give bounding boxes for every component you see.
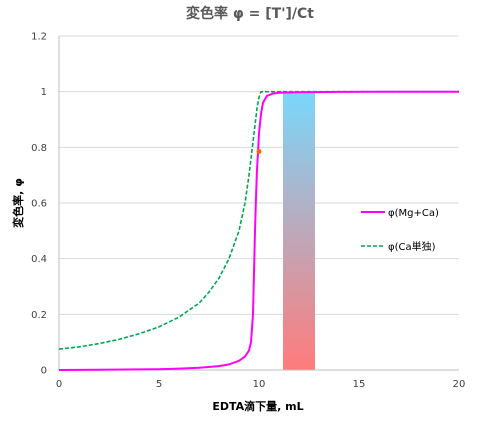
legend: φ(Mg+Ca) φ(Ca単独) (361, 208, 439, 253)
y-tick-label: 0.8 (31, 143, 47, 154)
tick-labels: 0 0.2 0.4 0.6 0.8 1 1.2 0 5 10 15 20 (31, 32, 465, 391)
y-tick-label: 1 (41, 87, 47, 98)
x-tick-label: 10 (253, 379, 266, 390)
y-axis-title: 変色率, φ (11, 178, 25, 228)
y-tick-label: 0 (41, 366, 47, 377)
gridlines (59, 35, 459, 315)
series-layer (58, 90, 459, 371)
highlight-band (283, 91, 315, 371)
x-tick-label: 20 (453, 379, 466, 390)
x-tick-label: 5 (156, 379, 162, 390)
legend-label-mg-ca: φ(Mg+Ca) (388, 208, 439, 219)
x-tick-label: 0 (56, 379, 62, 390)
legend-label-ca-only: φ(Ca単独) (388, 240, 436, 253)
data-point-marker (256, 149, 262, 155)
y-tick-label: 1.2 (31, 32, 47, 43)
y-tick-label: 0.4 (31, 254, 47, 265)
x-tick-label: 15 (353, 379, 366, 390)
series-line-mg-ca (58, 90, 459, 371)
chart-title: 変色率 φ = [T']/Ct (186, 5, 314, 22)
highlight-band-layer (283, 91, 315, 371)
x-axis-title: EDTA滴下量, mL (212, 399, 303, 413)
y-tick-label: 0.2 (31, 310, 47, 321)
y-tick-label: 0.6 (31, 199, 47, 210)
